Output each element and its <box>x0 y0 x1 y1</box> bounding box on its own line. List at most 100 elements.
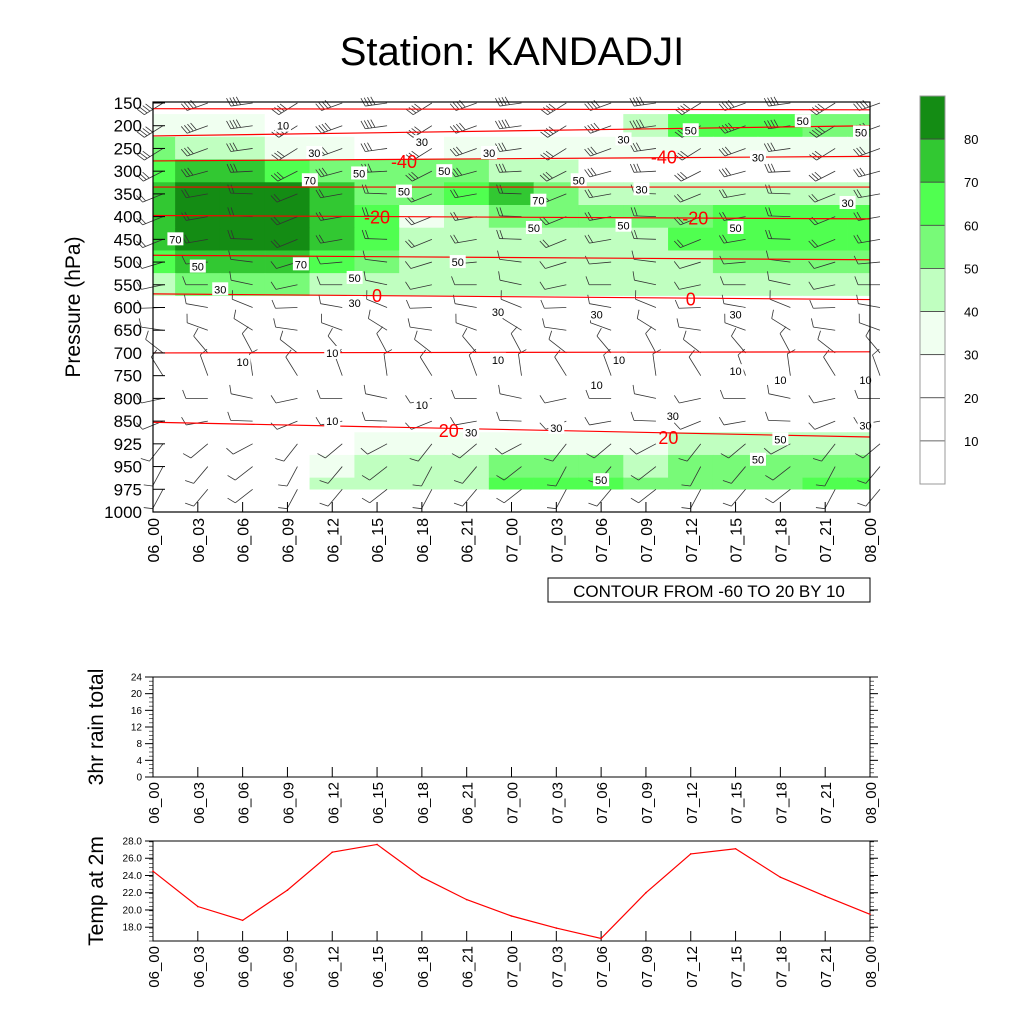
wind-barb-flag <box>586 453 595 459</box>
pressure-tick-label: 750 <box>114 367 142 386</box>
wind-barb-flag <box>361 411 366 421</box>
pressure-tick-label: 700 <box>114 344 142 363</box>
rain-plot-frame <box>152 676 871 778</box>
rh-label-bg <box>167 232 184 246</box>
wind-barb-flag <box>184 294 187 304</box>
wind-barb-flag <box>496 411 500 421</box>
temperature-data-point <box>197 905 199 908</box>
rh-cell <box>264 364 311 388</box>
wind-barb-flag <box>629 447 637 455</box>
wind-barb-staff <box>376 333 388 354</box>
chart-title: Station: KANDADJI <box>340 30 685 74</box>
wind-barb-staff <box>145 339 164 354</box>
wind-barb-flag <box>230 230 235 239</box>
wind-barb-staff <box>367 443 388 455</box>
wind-barb-staff <box>633 238 656 240</box>
wind-barb-flag <box>276 171 284 179</box>
wind-barb-staff <box>186 303 208 308</box>
wind-barb-flag <box>584 255 590 265</box>
rh-cell <box>623 341 669 365</box>
wind-barb-staff <box>772 488 791 504</box>
wind-barb-flag <box>316 276 321 285</box>
temperature-contour--50 <box>152 125 871 137</box>
wind-barb-flag <box>318 234 325 243</box>
colorbar-box <box>919 397 946 442</box>
wind-barb-staff <box>365 192 388 195</box>
rh-contour-label-group: 50 <box>351 166 368 180</box>
temperature-contour--60 <box>152 108 871 111</box>
wind-barb-flag <box>226 120 232 129</box>
wind-barb-staff <box>275 397 298 404</box>
wind-barb-flag <box>731 328 737 337</box>
wind-barb-flag <box>142 150 151 157</box>
rh-cell <box>264 318 311 342</box>
temperature-contour-0 <box>152 293 871 301</box>
rh-label-bg <box>234 355 251 369</box>
wind-barb-staff <box>645 333 657 354</box>
rh-cell <box>757 341 804 365</box>
wind-barb-flag <box>811 239 819 247</box>
time-tick-label: 07_06 <box>594 518 611 563</box>
wind-barb-staff <box>858 238 881 244</box>
wind-barb-staff <box>824 466 836 487</box>
rh-contour-label: 50 <box>855 128 867 140</box>
wind-barb-staff <box>503 488 522 504</box>
rh-cell <box>354 318 400 342</box>
wind-barb-staff <box>518 353 522 376</box>
rh-cell <box>309 101 355 115</box>
temperature-contour-label: 20 <box>439 421 459 441</box>
rh-contour-label-group: 10 <box>324 414 341 428</box>
rh-cell <box>309 454 355 479</box>
wind-barb-staff <box>813 397 836 404</box>
wind-barb-flag <box>857 480 866 484</box>
rh-cell <box>488 432 535 456</box>
wind-barb-flag <box>584 212 590 221</box>
rh-cell <box>533 477 579 490</box>
wind-barb-flag <box>270 281 277 290</box>
rh-label-bg <box>727 364 744 378</box>
wind-barb-staff <box>499 192 522 195</box>
rh-cell <box>488 477 535 490</box>
rh-cell <box>623 101 669 115</box>
rh-cell <box>712 341 759 365</box>
rh-cell <box>219 101 266 115</box>
wind-barb-flag <box>274 152 282 159</box>
wind-barb-flag <box>318 294 321 304</box>
time-tick-label: 06_06 <box>236 946 253 988</box>
wind-barb-staff <box>858 170 881 178</box>
rh-cell <box>488 318 535 342</box>
rh-label-bg <box>615 218 632 232</box>
wind-barb-flag <box>279 330 284 340</box>
rh-label-bg <box>664 409 681 423</box>
wind-barb-flag <box>771 163 776 173</box>
wind-barb-flag <box>273 318 277 328</box>
y-tick-label: 4 <box>136 756 142 767</box>
wind-barb-flag <box>451 276 456 285</box>
wind-barb-flag <box>587 147 594 156</box>
wind-barb-flag <box>854 389 859 399</box>
wind-barb-flag <box>680 150 688 157</box>
wind-barb-staff <box>502 318 522 331</box>
wind-barb-flag <box>496 184 500 194</box>
wind-barb-flag <box>674 299 680 309</box>
time-tick-label: 06_00 <box>146 946 163 988</box>
wind-barb-staff <box>638 488 657 504</box>
wind-barb-flag <box>318 189 325 198</box>
wind-barb-staff <box>723 420 746 426</box>
rh-contour-label: 70 <box>169 234 181 246</box>
wind-barb-flag <box>495 120 501 129</box>
temperature-data-point <box>510 915 513 917</box>
time-tick-label: 07_12 <box>684 946 701 988</box>
rh-contour-label-group: 10 <box>588 377 605 392</box>
wind-barb-flag <box>496 497 505 504</box>
wind-barb-flag <box>773 96 779 105</box>
time-tick-label: 07_21 <box>818 518 835 563</box>
rh-contour-label: 50 <box>595 475 607 487</box>
wind-barb-flag <box>629 120 635 129</box>
rh-cell <box>757 250 804 274</box>
rh-contour-label: 10 <box>326 348 338 360</box>
temperature-data-point <box>645 891 647 894</box>
rh-contour-label: 30 <box>591 309 603 321</box>
wind-barb-staff <box>233 318 253 331</box>
y-tick-label: 24.0 <box>123 871 143 882</box>
